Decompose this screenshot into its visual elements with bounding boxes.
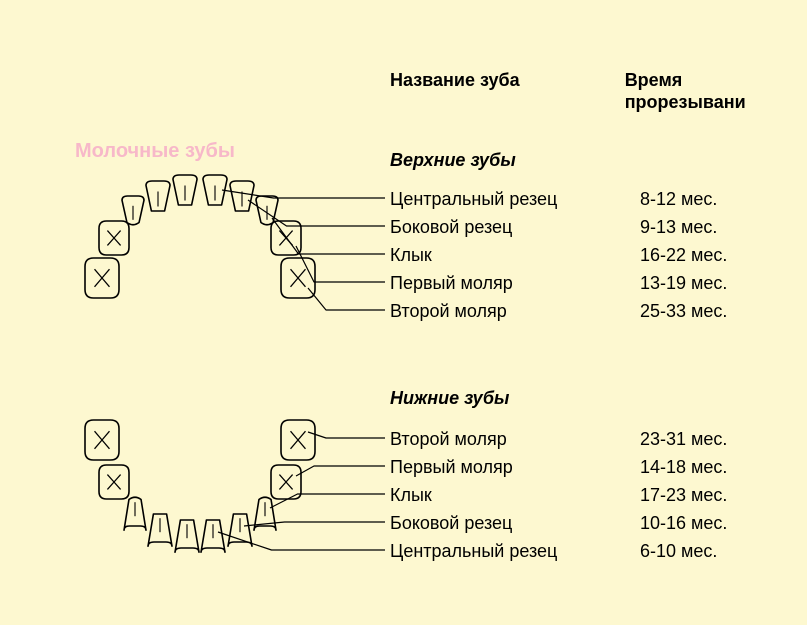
table-row: Центральный резец 8-12 мес. xyxy=(390,185,727,213)
tooth-name: Клык xyxy=(390,245,640,266)
tooth-time: 10-16 мес. xyxy=(640,513,727,534)
lower-arch-svg xyxy=(60,395,340,575)
table-row: Первый моляр 13-19 мес. xyxy=(390,269,727,297)
table-row: Второй моляр 25-33 мес. xyxy=(390,297,727,325)
upper-teeth-diagram xyxy=(60,170,340,340)
tooth-name: Первый моляр xyxy=(390,273,640,294)
table-row: Боковой резец 9-13 мес. xyxy=(390,213,727,241)
tooth-time: 17-23 мес. xyxy=(640,485,727,506)
table-row: Второй моляр 23-31 мес. xyxy=(390,425,727,453)
tooth-time: 14-18 мес. xyxy=(640,457,727,478)
pink-title: Молочные зубы xyxy=(75,140,235,163)
tooth-name: Первый моляр xyxy=(390,457,640,478)
tooth-time: 9-13 мес. xyxy=(640,217,717,238)
table-row: Центральный резец 6-10 мес. xyxy=(390,537,727,565)
section-title-upper: Верхние зубы xyxy=(390,150,516,171)
tooth-time: 8-12 мес. xyxy=(640,189,717,210)
section-title-lower: Нижние зубы xyxy=(390,388,509,409)
table-row: Первый моляр 14-18 мес. xyxy=(390,453,727,481)
tooth-time: 23-31 мес. xyxy=(640,429,727,450)
header-name: Название зуба xyxy=(390,70,625,113)
tooth-time: 6-10 мес. xyxy=(640,541,717,562)
tooth-name: Клык xyxy=(390,485,640,506)
rows-upper: Центральный резец 8-12 мес. Боковой резе… xyxy=(390,185,727,325)
tooth-name: Центральный резец xyxy=(390,541,640,562)
rows-lower: Второй моляр 23-31 мес. Первый моляр 14-… xyxy=(390,425,727,565)
upper-arch-svg xyxy=(60,170,340,340)
table-row: Боковой резец 10-16 мес. xyxy=(390,509,727,537)
header-time: Время прорезывани xyxy=(625,70,797,113)
lower-teeth-diagram xyxy=(60,395,340,575)
tooth-time: 25-33 мес. xyxy=(640,301,727,322)
tooth-name: Боковой резец xyxy=(390,217,640,238)
tooth-time: 16-22 мес. xyxy=(640,245,727,266)
tooth-name: Второй моляр xyxy=(390,429,640,450)
tooth-time: 13-19 мес. xyxy=(640,273,727,294)
table-header: Название зуба Время прорезывани xyxy=(390,70,797,113)
table-row: Клык 16-22 мес. xyxy=(390,241,727,269)
tooth-name: Второй моляр xyxy=(390,301,640,322)
tooth-name: Боковой резец xyxy=(390,513,640,534)
tooth-name: Центральный резец xyxy=(390,189,640,210)
table-row: Клык 17-23 мес. xyxy=(390,481,727,509)
